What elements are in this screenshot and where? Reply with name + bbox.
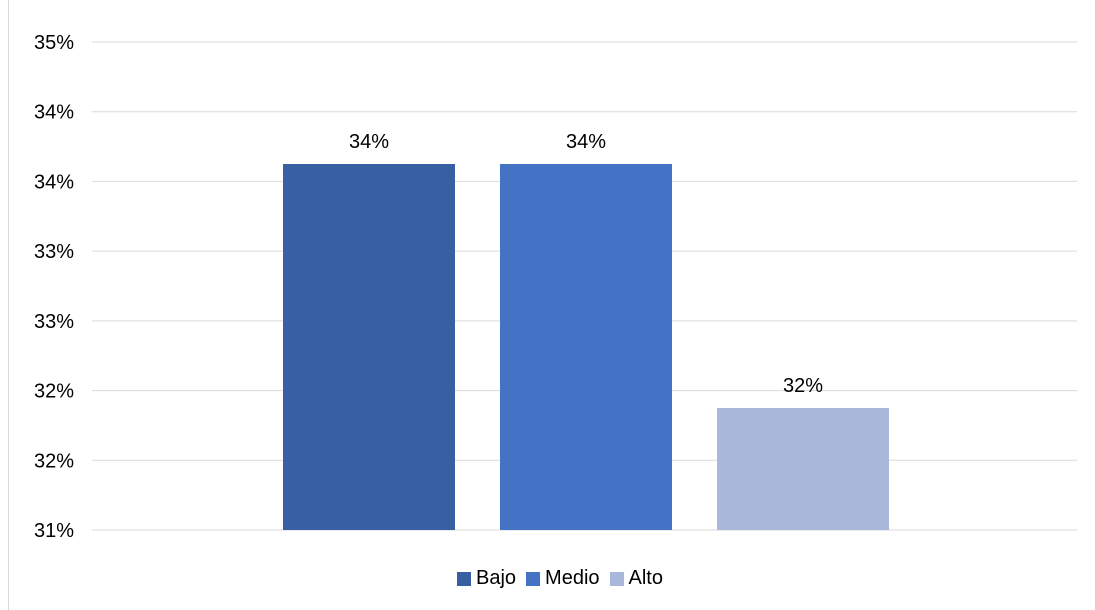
legend-label: Medio <box>545 567 599 590</box>
y-tick-label: 33% <box>34 311 74 333</box>
y-tick-label: 31% <box>34 520 74 542</box>
legend-label: Alto <box>629 567 663 590</box>
legend-swatch <box>526 572 540 586</box>
y-tick-label: 34% <box>34 171 74 193</box>
bar-alto <box>717 408 889 530</box>
legend-item-medio: Medio <box>526 567 599 590</box>
data-label: 32% <box>783 375 823 397</box>
bar-bajo <box>283 164 455 530</box>
y-tick-label: 34% <box>34 102 74 124</box>
data-label: 34% <box>566 131 606 153</box>
bars <box>283 164 889 530</box>
bar-chart: 35% 34% 34% 33% 33% 32% 32% 31% 34% 34% 32% <box>0 0 1095 560</box>
bar-medio <box>500 164 672 530</box>
legend-swatch <box>610 572 624 586</box>
y-tick-label: 32% <box>34 381 74 403</box>
y-tick-label: 32% <box>34 450 74 472</box>
y-tick-label: 35% <box>34 32 74 54</box>
y-axis-ticks: 35% 34% 34% 33% 33% 32% 32% 31% <box>34 32 74 542</box>
legend-label: Bajo <box>476 567 516 590</box>
legend-swatch <box>457 572 471 586</box>
legend-item-alto: Alto <box>610 567 663 590</box>
y-tick-label: 33% <box>34 241 74 263</box>
legend-item-bajo: Bajo <box>457 567 516 590</box>
legend: Bajo Medio Alto <box>0 567 1095 590</box>
data-label: 34% <box>349 131 389 153</box>
